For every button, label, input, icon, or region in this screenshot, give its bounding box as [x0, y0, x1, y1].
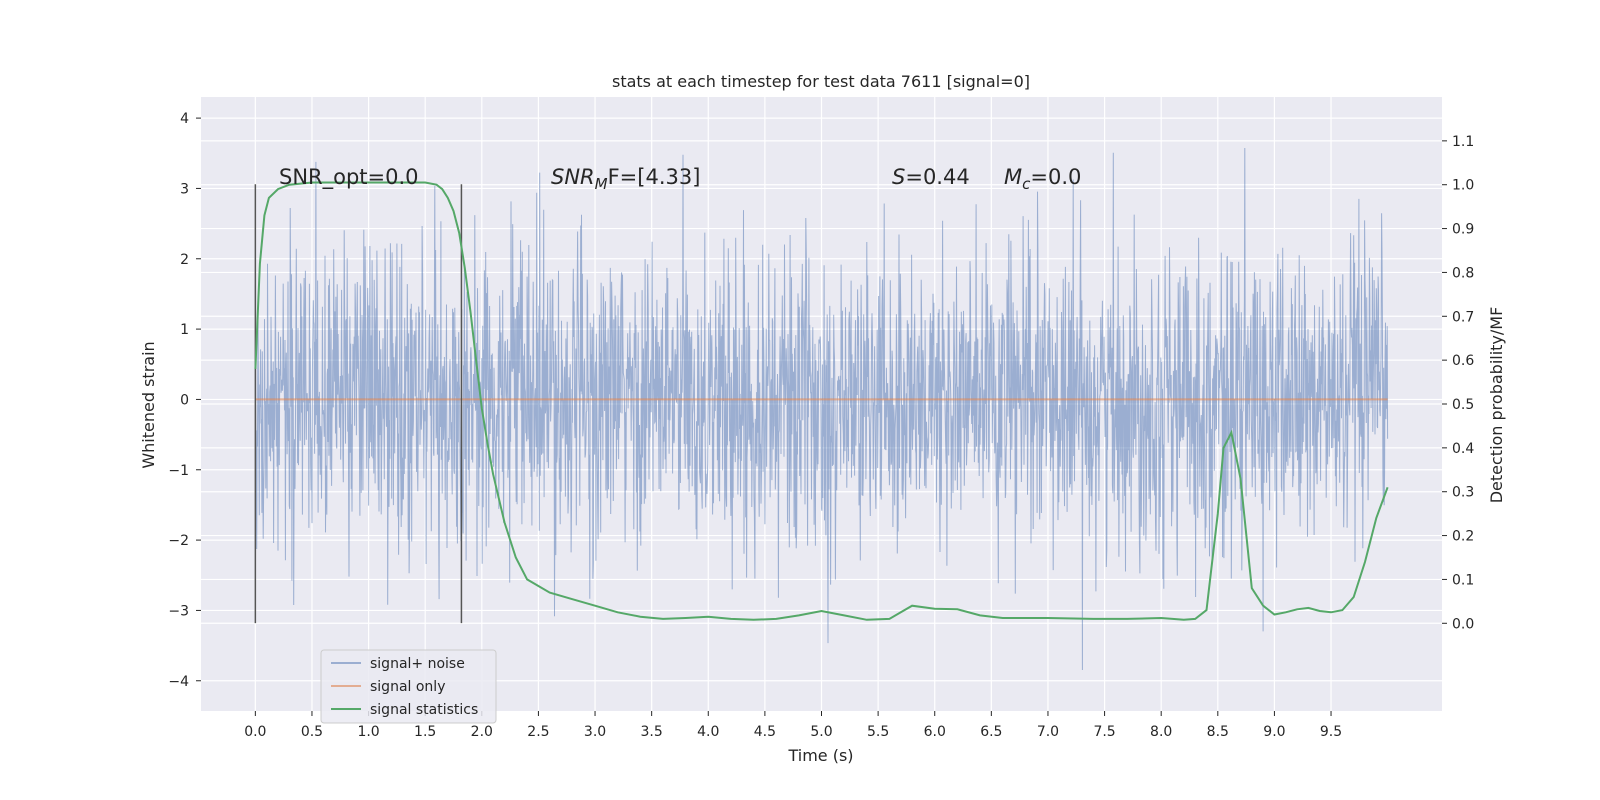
- x-tick-label: 5.0: [810, 724, 832, 740]
- signal-statistics-line: [254, 181, 1389, 621]
- x-tick-label: 0.0: [244, 724, 266, 740]
- x-tick-label: 9.0: [1263, 724, 1285, 740]
- x-tick-label: 7.5: [1093, 724, 1115, 740]
- x-tick-label: 3.0: [584, 724, 606, 740]
- y2-tick-label: 1.0: [1452, 178, 1474, 194]
- y-tick-label: −1: [168, 463, 189, 479]
- y2-axis-label: Detection probability/MF: [1487, 307, 1506, 504]
- y2-tick-label: 0.9: [1452, 222, 1474, 238]
- y2-tick-label: 1.1: [1452, 134, 1474, 150]
- annotation-snr-mf-tail: F=[4.33]: [608, 165, 701, 189]
- annotation-mc: Mc=0.0: [1004, 165, 1081, 193]
- y2-tick-label: 0.2: [1452, 529, 1474, 545]
- y2-tick-label: 0.1: [1452, 572, 1474, 588]
- x-tick-label: 4.0: [697, 724, 719, 740]
- x-tick-label: 1.0: [357, 724, 379, 740]
- x-tick-label: 6.5: [980, 724, 1002, 740]
- x-tick-label: 2.0: [471, 724, 493, 740]
- x-tick-label: 9.5: [1320, 724, 1342, 740]
- annotation-mc-sub: c: [1022, 175, 1031, 193]
- y-tick-label: 4: [180, 111, 189, 127]
- legend-label-signal-only: signal only: [370, 679, 445, 695]
- x-axis-label: Time (s): [787, 746, 853, 765]
- y-tick-label: 0: [180, 392, 189, 408]
- y-tick-label: 3: [180, 181, 189, 197]
- axis-ticks: 0.0 0.5 1.0 1.5 2.0 2.5 3.0 3.5 4.0 4.5 5.0 5.5 6.0 6…: [168, 111, 1474, 740]
- annotation-s-main: S: [892, 165, 905, 189]
- annotation-s-tail: =0.44: [905, 165, 969, 189]
- annotation-snr-mf: SNRMF=[4.33]: [551, 165, 700, 193]
- series-signal-statistics: [254, 181, 1389, 621]
- x-tick-label: 8.5: [1207, 724, 1229, 740]
- x-tick-label: 6.0: [924, 724, 946, 740]
- y-tick-label: −2: [168, 533, 189, 549]
- y-tick-label: −3: [168, 603, 189, 619]
- y2-tick-label: 0.5: [1452, 397, 1474, 413]
- legend-label-signal-noise: signal+ noise: [370, 656, 465, 672]
- annotation-snr-mf-sub: M: [595, 175, 608, 193]
- y2-tick-label: 0.3: [1452, 485, 1474, 501]
- annotation-snr-mf-main: SNR: [551, 165, 595, 189]
- x-tick-label: 1.5: [414, 724, 436, 740]
- y-tick-label: −4: [168, 674, 189, 690]
- legend-label-signal-statistics: signal statistics: [370, 702, 478, 718]
- x-tick-label: 3.5: [641, 724, 663, 740]
- x-tick-label: 2.5: [527, 724, 549, 740]
- x-tick-label: 0.5: [301, 724, 323, 740]
- y-tick-label: 2: [180, 252, 189, 268]
- y2-tick-label: 0.8: [1452, 265, 1474, 281]
- y2-tick-label: 0.7: [1452, 309, 1474, 325]
- signal-noise-line: [254, 147, 1389, 671]
- y2-tick-label: 0.4: [1452, 441, 1474, 457]
- chart-title: stats at each timestep for test data 761…: [612, 72, 1030, 91]
- y-tick-label: 1: [180, 322, 189, 338]
- x-tick-label: 8.0: [1150, 724, 1172, 740]
- x-tick-label: 5.5: [867, 724, 889, 740]
- x-tick-label: 7.0: [1037, 724, 1059, 740]
- series-signal-noise: [254, 147, 1389, 671]
- legend: signal+ noise signal only signal statist…: [320, 649, 497, 724]
- annotation-mc-main: M: [1004, 165, 1022, 189]
- vertical-markers: [254, 184, 463, 624]
- annotation-s: S=0.44: [892, 165, 970, 189]
- legend-box: [320, 649, 497, 724]
- y2-tick-label: 0.6: [1452, 353, 1474, 369]
- y-axis-label: Whitened strain: [139, 341, 158, 468]
- y2-tick-label: 0.0: [1452, 616, 1474, 632]
- annotation-snr-opt: SNR_opt=0.0: [279, 165, 419, 190]
- x-tick-label: 4.5: [754, 724, 776, 740]
- annotation-mc-tail: =0.0: [1030, 165, 1081, 189]
